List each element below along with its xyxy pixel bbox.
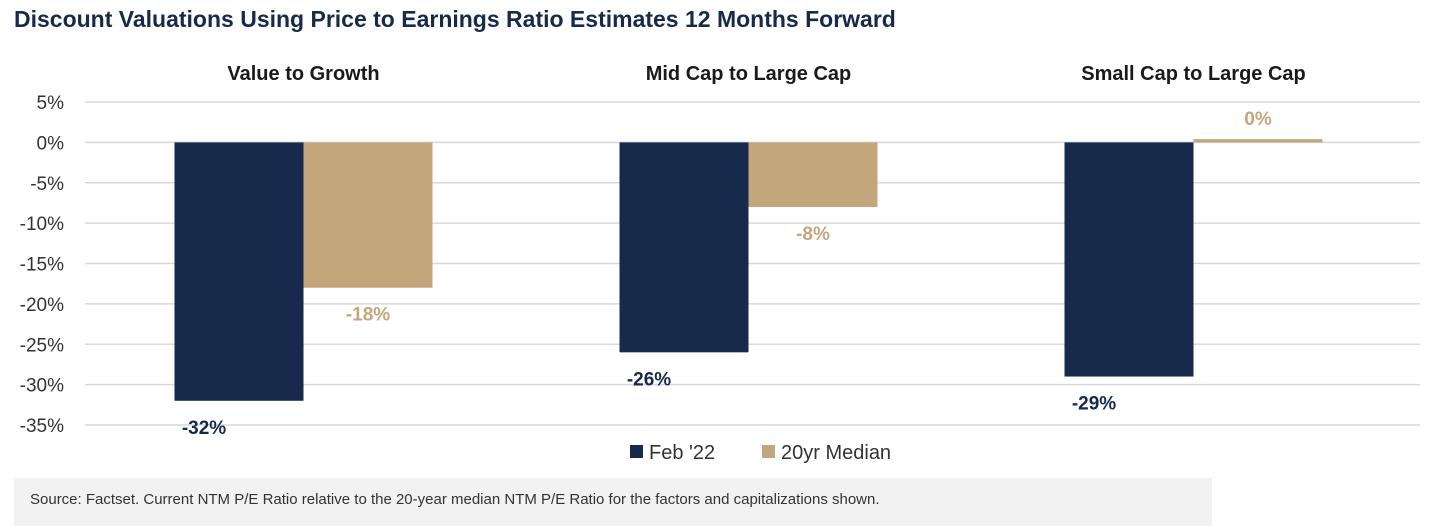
source-note: Source: Factset. Current NTM P/E Ratio r… bbox=[14, 478, 1212, 526]
panel-title: Mid Cap to Large Cap bbox=[646, 63, 852, 85]
bars bbox=[174, 139, 1323, 401]
legend-label: 20yr Median bbox=[781, 442, 891, 464]
legend-label: Feb '22 bbox=[649, 442, 715, 464]
data-labels: -32% -18% -26% -8% -29% 0% bbox=[182, 109, 1272, 439]
y-tick-label: -30% bbox=[20, 376, 64, 397]
bar-chart: 5% 0% -5% -10% -15% -20% -25% -30% -35% Value to… bbox=[20, 63, 1420, 464]
data-label: -8% bbox=[796, 224, 830, 245]
y-tick-label: 5% bbox=[37, 93, 65, 114]
data-label: -18% bbox=[346, 305, 390, 326]
bar bbox=[748, 142, 878, 207]
panel-titles: Value to Growth Mid Cap to Large Cap Small… bbox=[227, 63, 1305, 85]
y-tick-label: -25% bbox=[20, 335, 64, 356]
bar bbox=[1064, 142, 1194, 377]
legend: Feb '22 20yr Median bbox=[630, 442, 891, 464]
legend-swatch bbox=[762, 445, 775, 458]
panel-title: Small Cap to Large Cap bbox=[1081, 63, 1306, 85]
data-label: -26% bbox=[627, 369, 671, 390]
data-label: -32% bbox=[182, 418, 226, 439]
y-tick-label: -15% bbox=[20, 255, 64, 276]
legend-swatch bbox=[630, 445, 643, 458]
y-axis-tick-labels: 5% 0% -5% -10% -15% -20% -25% -30% -35% bbox=[20, 93, 64, 437]
bar bbox=[303, 142, 433, 288]
bar bbox=[619, 142, 749, 353]
data-label: -29% bbox=[1072, 394, 1116, 415]
bar bbox=[174, 142, 304, 401]
panel-title: Value to Growth bbox=[227, 63, 379, 85]
y-tick-label: -10% bbox=[20, 214, 64, 235]
y-tick-label: 0% bbox=[37, 133, 65, 154]
chart-title: Discount Valuations Using Price to Earni… bbox=[14, 6, 896, 32]
bar bbox=[1193, 139, 1323, 143]
y-tick-label: -20% bbox=[20, 295, 64, 316]
data-label: 0% bbox=[1244, 109, 1272, 130]
y-tick-label: -35% bbox=[20, 416, 64, 437]
y-tick-label: -5% bbox=[30, 174, 64, 195]
